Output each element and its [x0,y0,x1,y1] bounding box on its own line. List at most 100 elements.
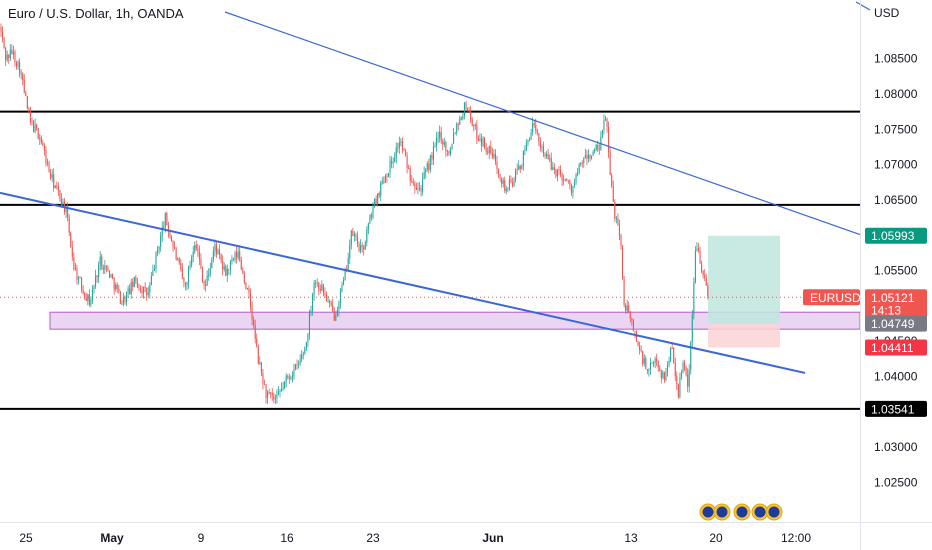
candle-body [262,373,264,385]
candle-body [112,274,114,279]
upper-trendline[interactable] [224,11,861,236]
candle-body [556,169,558,177]
candle-body [268,392,270,394]
candle-body [149,284,151,293]
candle-body [163,227,165,228]
eu-flag-icon [716,506,728,518]
candle-body [609,151,611,175]
candle-body [232,258,235,261]
candle-body [39,137,41,139]
candle-body [304,348,306,354]
candle-body [274,398,276,400]
candle-body [214,244,216,252]
target-price-label-bg [865,227,927,244]
candle-body [682,362,684,373]
candle-body [580,162,582,165]
candle-body [594,149,596,153]
candle-body [343,279,345,285]
lower-trendline[interactable] [0,191,806,374]
candle-body [380,182,382,196]
candle-body [321,284,323,291]
candle-body [153,268,155,271]
candle-body [316,282,318,284]
position-target-area[interactable] [708,235,780,324]
candle-body [529,139,531,141]
candle-body [553,167,555,170]
candle-body [211,259,213,269]
candle-body [524,149,526,151]
candle-body [277,391,279,395]
candle-body [225,266,227,276]
candle-body [474,124,476,126]
candle-body [298,363,300,366]
candle-body [256,338,258,347]
candle-body [178,258,180,263]
candle-body [302,353,304,355]
candle-body [115,284,117,290]
candle-body [656,358,658,361]
candle-body [434,146,436,148]
candle-body [257,346,259,364]
candle-body [288,376,290,379]
candle-body [223,266,225,270]
candle-body [183,277,185,283]
candle-body [583,157,585,163]
candle-body [426,163,428,170]
candle-body [22,73,24,80]
candle-body [532,123,534,133]
candle-body [68,217,70,233]
candle-body [81,278,83,291]
candle-body [95,275,97,287]
candle-body [625,305,627,311]
candle-body [377,193,379,204]
candle-body [491,152,493,158]
candle-body [46,162,49,164]
support-price-label-text: 1.03541 [871,402,915,416]
candle-body [180,262,182,270]
candle-body [243,273,245,283]
candle-body [28,108,30,112]
candle-body [649,363,651,370]
candle-body [88,294,90,305]
candle-body [412,182,414,184]
candle-body [212,251,214,260]
candle-body [361,245,363,248]
position-stop-area[interactable] [708,323,780,348]
candle-body [74,268,76,270]
candle-body [356,237,359,245]
candle-body [501,178,503,184]
candle-body [436,138,438,147]
candle-body [662,372,664,378]
candle-body [324,292,326,295]
candle-body [332,305,334,312]
candle-body [643,358,645,364]
candle-body [608,126,610,152]
candle-body [409,168,411,181]
candle-body [240,259,242,270]
candle-body [237,251,239,258]
candle-body [420,187,422,192]
candle-body [99,256,101,266]
candle-body [690,342,692,370]
candle-body [632,320,634,332]
y-tick-label: 1.07000 [874,158,918,172]
candle-body [637,341,639,347]
candle-body [36,124,38,129]
candle-body [141,290,143,294]
candle-body [584,155,586,158]
y-tick-label: 1.08500 [874,52,918,66]
candle-body [191,257,193,265]
candle-body [87,294,89,301]
candle-body [374,198,376,207]
candle-body [490,146,492,153]
candle-body [623,278,625,306]
candle-body [445,142,447,152]
candle-body [57,186,59,191]
candle-body [527,140,529,143]
candle-body [279,391,281,392]
candle-body [98,265,100,278]
candle-body [449,148,452,154]
candle-body [598,149,600,150]
candle-body [170,237,173,242]
